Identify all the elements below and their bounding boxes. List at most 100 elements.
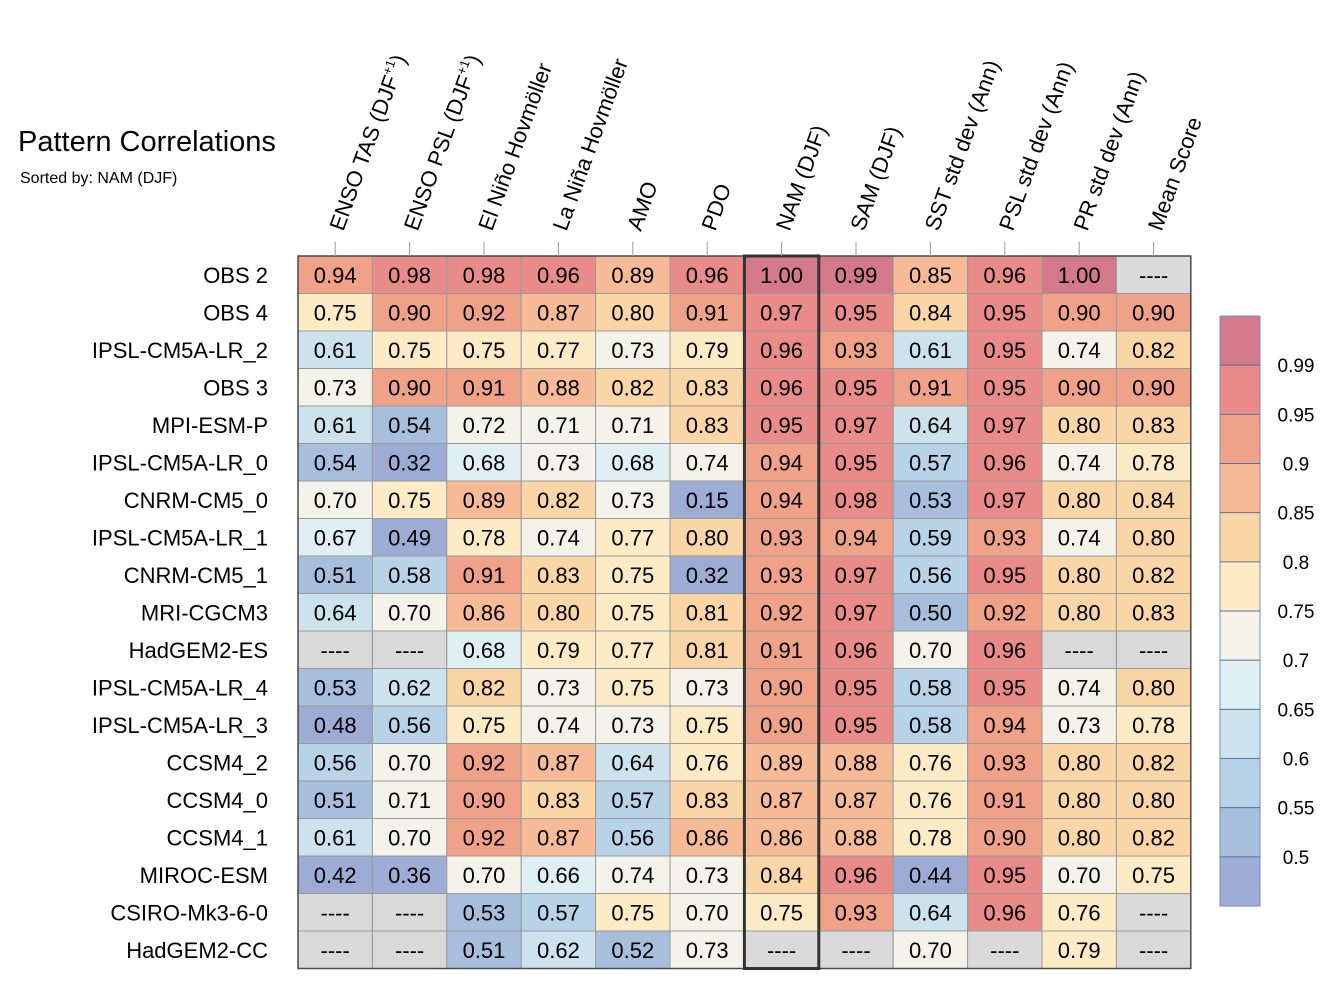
heatmap-cell bbox=[371, 555, 448, 594]
cell-value-label: 0.80 bbox=[1058, 413, 1101, 438]
heatmap-cell bbox=[818, 780, 894, 819]
cell-value-label: 0.57 bbox=[611, 788, 654, 813]
heatmap-cell bbox=[892, 630, 969, 669]
cell-value-label: 0.80 bbox=[1058, 825, 1101, 850]
heatmap-cell bbox=[371, 855, 448, 894]
cell-value-label: ---- bbox=[990, 938, 1019, 963]
cell-value-label: 0.75 bbox=[611, 675, 654, 700]
heatmap-cell bbox=[595, 593, 671, 632]
heatmap-cell bbox=[743, 743, 820, 782]
cell-value-label: 0.94 bbox=[760, 488, 803, 513]
cell-value-label: 0.76 bbox=[686, 750, 729, 775]
row-label: HadGEM2-CC bbox=[126, 938, 268, 963]
heatmap-cell bbox=[892, 818, 969, 857]
heatmap-cell bbox=[892, 593, 969, 632]
column-label: ENSO TAS (DJF+1) bbox=[323, 51, 411, 234]
cell-value-label: 0.83 bbox=[686, 788, 729, 813]
cell-value-label: 0.97 bbox=[983, 413, 1026, 438]
cell-value-label: 0.42 bbox=[314, 863, 357, 888]
cell-value-label: 0.95 bbox=[835, 300, 878, 325]
colorbar-label: 0.55 bbox=[1278, 799, 1315, 820]
cell-value-label: 0.70 bbox=[388, 750, 431, 775]
heatmap-cell bbox=[520, 443, 597, 482]
heatmap-cell bbox=[297, 630, 373, 669]
heatmap-cell bbox=[743, 855, 820, 894]
row-label: OBS 3 bbox=[203, 375, 268, 400]
cell-value-label: 0.96 bbox=[760, 338, 803, 363]
cell-value-label: 0.73 bbox=[611, 488, 654, 513]
cell-value-label: 0.92 bbox=[463, 300, 506, 325]
cell-value-label: 0.96 bbox=[983, 900, 1026, 925]
heatmap-cell bbox=[818, 705, 894, 744]
cell-value-label: 0.70 bbox=[388, 825, 431, 850]
cell-value-label: 0.82 bbox=[1132, 338, 1175, 363]
colorbar-label: 0.75 bbox=[1278, 602, 1315, 623]
heatmap-cell bbox=[818, 593, 894, 632]
heatmap-cell bbox=[1115, 518, 1192, 557]
heatmap-cell bbox=[1115, 930, 1192, 969]
heatmap-cell bbox=[446, 818, 522, 857]
column-label: ENSO PSL (DJF+1) bbox=[398, 51, 486, 234]
cell-value-label: 0.78 bbox=[1132, 450, 1175, 475]
cell-value-label: 0.62 bbox=[537, 938, 580, 963]
cell-value-label: 0.75 bbox=[388, 338, 431, 363]
heatmap-cell bbox=[446, 743, 522, 782]
heatmap-cell bbox=[669, 405, 745, 444]
heatmap-cell bbox=[595, 555, 671, 594]
heatmap-cell bbox=[1041, 743, 1117, 782]
heatmap-cell bbox=[297, 593, 373, 632]
cell-value-label: 0.95 bbox=[983, 863, 1026, 888]
cell-value-label: ---- bbox=[1139, 263, 1168, 288]
cell-value-label: 0.75 bbox=[388, 488, 431, 513]
heatmap-cell bbox=[520, 518, 597, 557]
row-label: MRI-CGCM3 bbox=[141, 600, 268, 625]
heatmap-cell bbox=[297, 255, 373, 294]
cell-value-label: 0.73 bbox=[537, 675, 580, 700]
cell-value-label: 0.51 bbox=[314, 563, 357, 588]
heatmap-cell bbox=[520, 293, 597, 332]
heatmap-cell bbox=[669, 780, 745, 819]
cell-value-label: 0.32 bbox=[388, 450, 431, 475]
heatmap-cell bbox=[892, 555, 969, 594]
heatmap-cell bbox=[297, 480, 373, 519]
cell-value-label: 0.58 bbox=[388, 563, 431, 588]
cell-value-label: 0.81 bbox=[686, 600, 729, 625]
heatmap-cell bbox=[595, 855, 671, 894]
cell-value-label: 0.49 bbox=[388, 525, 431, 550]
heatmap-cell bbox=[818, 555, 894, 594]
cell-value-label: 0.61 bbox=[314, 413, 357, 438]
colorbar-label: 0.9 bbox=[1283, 455, 1309, 476]
cell-value-label: 0.75 bbox=[314, 300, 357, 325]
cell-value-label: 0.80 bbox=[686, 525, 729, 550]
cell-value-label: 0.48 bbox=[314, 713, 357, 738]
heatmap-cell bbox=[743, 293, 820, 332]
cell-value-label: 0.89 bbox=[760, 750, 803, 775]
cell-value-label: 0.87 bbox=[537, 300, 580, 325]
cell-value-label: 0.75 bbox=[686, 713, 729, 738]
cell-value-label: 0.86 bbox=[686, 825, 729, 850]
cell-value-label: 0.83 bbox=[537, 563, 580, 588]
cell-value-label: 0.95 bbox=[983, 563, 1026, 588]
colorbar-swatch bbox=[1220, 758, 1260, 808]
cell-value-label: 0.75 bbox=[611, 600, 654, 625]
cell-value-label: 0.80 bbox=[1058, 563, 1101, 588]
cell-value-label: 0.80 bbox=[1058, 488, 1101, 513]
cell-value-label: 0.79 bbox=[1058, 938, 1101, 963]
heatmap-cell bbox=[818, 518, 894, 557]
heatmap-cell bbox=[892, 330, 969, 369]
heatmap-cell bbox=[1041, 893, 1117, 932]
colorbar-label: 0.99 bbox=[1278, 356, 1315, 377]
cell-value-label: 0.97 bbox=[835, 413, 878, 438]
row-label: HadGEM2-ES bbox=[129, 638, 268, 663]
heatmap-cell bbox=[520, 668, 597, 707]
heatmap-cell bbox=[297, 668, 373, 707]
chart-subtitle: Sorted by: NAM (DJF) bbox=[20, 170, 178, 187]
cell-value-label: 0.76 bbox=[909, 788, 952, 813]
cell-value-label: 0.57 bbox=[537, 900, 580, 925]
cell-value-label: 0.74 bbox=[1058, 338, 1101, 363]
heatmap-cell bbox=[967, 593, 1043, 632]
cell-value-label: 0.80 bbox=[611, 300, 654, 325]
cell-value-label: 0.92 bbox=[760, 600, 803, 625]
heatmap-cell bbox=[297, 555, 373, 594]
cell-value-label: 0.91 bbox=[760, 638, 803, 663]
